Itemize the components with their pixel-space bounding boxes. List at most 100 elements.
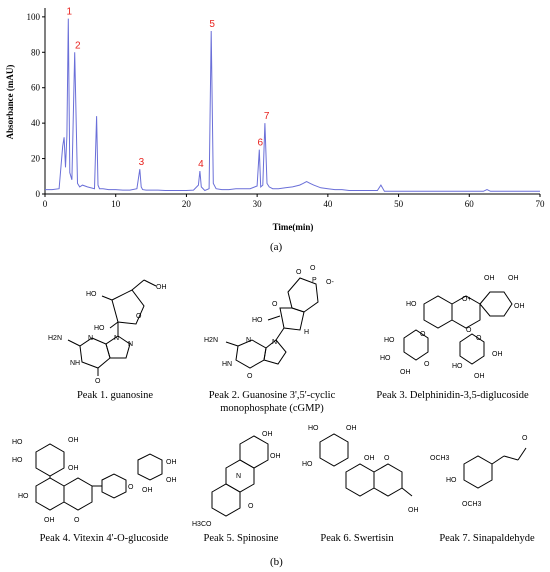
data-point [45, 189, 46, 190]
data-point [209, 188, 210, 189]
data-point [198, 185, 199, 186]
data-point [186, 190, 187, 191]
caption-peak2: Peak 2. Guanosine 3',5'-cyclic monophosp… [192, 389, 352, 415]
data-point [142, 189, 143, 190]
y-tick-label: 60 [31, 83, 41, 93]
caption-peak5: Peak 5. Spinosine [203, 533, 279, 544]
x-tick-label: 60 [465, 199, 475, 209]
struct-label: HO [302, 461, 313, 468]
caption-peak7: Peak 7. Sinapaldehyde [439, 533, 535, 544]
data-point [320, 188, 321, 189]
struct-label: OH [68, 437, 79, 444]
chromatogram-trace [45, 18, 540, 192]
struct-label: N [272, 339, 277, 346]
data-point [370, 190, 371, 191]
x-tick-label: 10 [111, 199, 121, 209]
data-point [213, 183, 214, 184]
x-tick-label: 40 [323, 199, 333, 209]
struct-label: P [312, 277, 317, 284]
data-point [265, 123, 266, 124]
data-point [201, 187, 202, 188]
caption-peak3: Peak 3. Delphinidin-3,5-diglucoside [376, 390, 529, 401]
data-point [67, 135, 68, 136]
data-point [490, 191, 491, 192]
data-point [141, 187, 142, 188]
struct-label: HO [446, 477, 457, 484]
y-tick-label: 100 [27, 12, 41, 22]
struct-label: O [466, 327, 472, 334]
data-point [200, 171, 201, 172]
data-point [59, 188, 60, 189]
struct-label: H2N [204, 337, 218, 344]
vitexin-structure: HO HO OH OH O OH OH OH HO OH O [12, 437, 177, 524]
struct-label: O+ [462, 296, 472, 303]
y-tick-label: 0 [36, 189, 41, 199]
data-point [139, 169, 140, 170]
struct-label: O [248, 503, 254, 510]
struct-label: HO [380, 355, 391, 362]
sinapaldehyde-structure: OCH3 HO OCH3 O [430, 435, 528, 508]
data-point [165, 190, 166, 191]
struct-label: OH [474, 373, 485, 380]
data-point [342, 189, 343, 190]
data-point [306, 181, 307, 182]
spinosine-structure: OH OH N O H3CO [192, 431, 281, 528]
data-point [263, 185, 264, 186]
data-point [259, 149, 260, 150]
data-point [72, 180, 73, 181]
struct-label: OH [44, 517, 55, 524]
struct-label: O [296, 269, 302, 276]
data-point [236, 188, 237, 189]
data-point [272, 188, 273, 189]
chart-axes: 0 10 20 30 40 50 60 70 0 20 40 60 80 100 [27, 8, 546, 209]
struct-label: HO [308, 425, 319, 432]
x-tick-label: 20 [182, 199, 192, 209]
data-point [79, 187, 80, 188]
data-point [77, 183, 78, 184]
data-point [250, 188, 251, 189]
x-tick-label: 30 [253, 199, 263, 209]
data-point [98, 185, 99, 186]
peak-label-1: 1 [67, 7, 73, 18]
struct-label: O [384, 455, 390, 462]
struct-label: HO [384, 337, 395, 344]
struct-label: HO [12, 457, 23, 464]
data-point [158, 190, 159, 191]
struct-label: OH [68, 465, 79, 472]
chromatogram-chart: 0 10 20 30 40 50 60 70 0 20 40 60 80 100 1 2 3 4 5 6 7 Time… [5, 7, 546, 232]
struct-label: O [136, 313, 142, 320]
data-point [285, 188, 286, 189]
data-point [99, 188, 100, 189]
data-point [278, 188, 279, 189]
data-point [96, 116, 97, 117]
y-axis-title: Absorbance (mAU) [5, 65, 15, 140]
struct-label: O [522, 435, 528, 442]
struct-label: O [128, 484, 134, 491]
data-point [381, 185, 382, 186]
data-point [137, 188, 138, 189]
data-point [82, 185, 83, 186]
struct-label: HO [86, 291, 97, 298]
data-point [130, 190, 131, 191]
x-tick-label: 70 [536, 199, 546, 209]
data-point [267, 183, 268, 184]
struct-label: O [476, 335, 482, 342]
data-point [504, 191, 505, 192]
data-point [52, 189, 53, 190]
data-point [151, 190, 152, 191]
swertisin-structure: HO OH HO OH O OH [302, 425, 419, 514]
data-point [469, 191, 470, 192]
struct-label: O [424, 361, 430, 368]
struct-label: OH [364, 455, 375, 462]
peak-label-7: 7 [264, 111, 270, 122]
struct-label: O [74, 517, 80, 524]
struct-label: N [128, 341, 133, 348]
struct-label: N [246, 337, 251, 344]
struct-label: H [304, 329, 309, 336]
x-axis-title: Time(min) [273, 222, 314, 232]
peak-label-6: 6 [257, 138, 263, 149]
caption-peak6: Peak 6. Swertisin [320, 533, 394, 544]
data-point [483, 191, 484, 192]
data-point [335, 189, 336, 190]
data-point [68, 18, 69, 19]
